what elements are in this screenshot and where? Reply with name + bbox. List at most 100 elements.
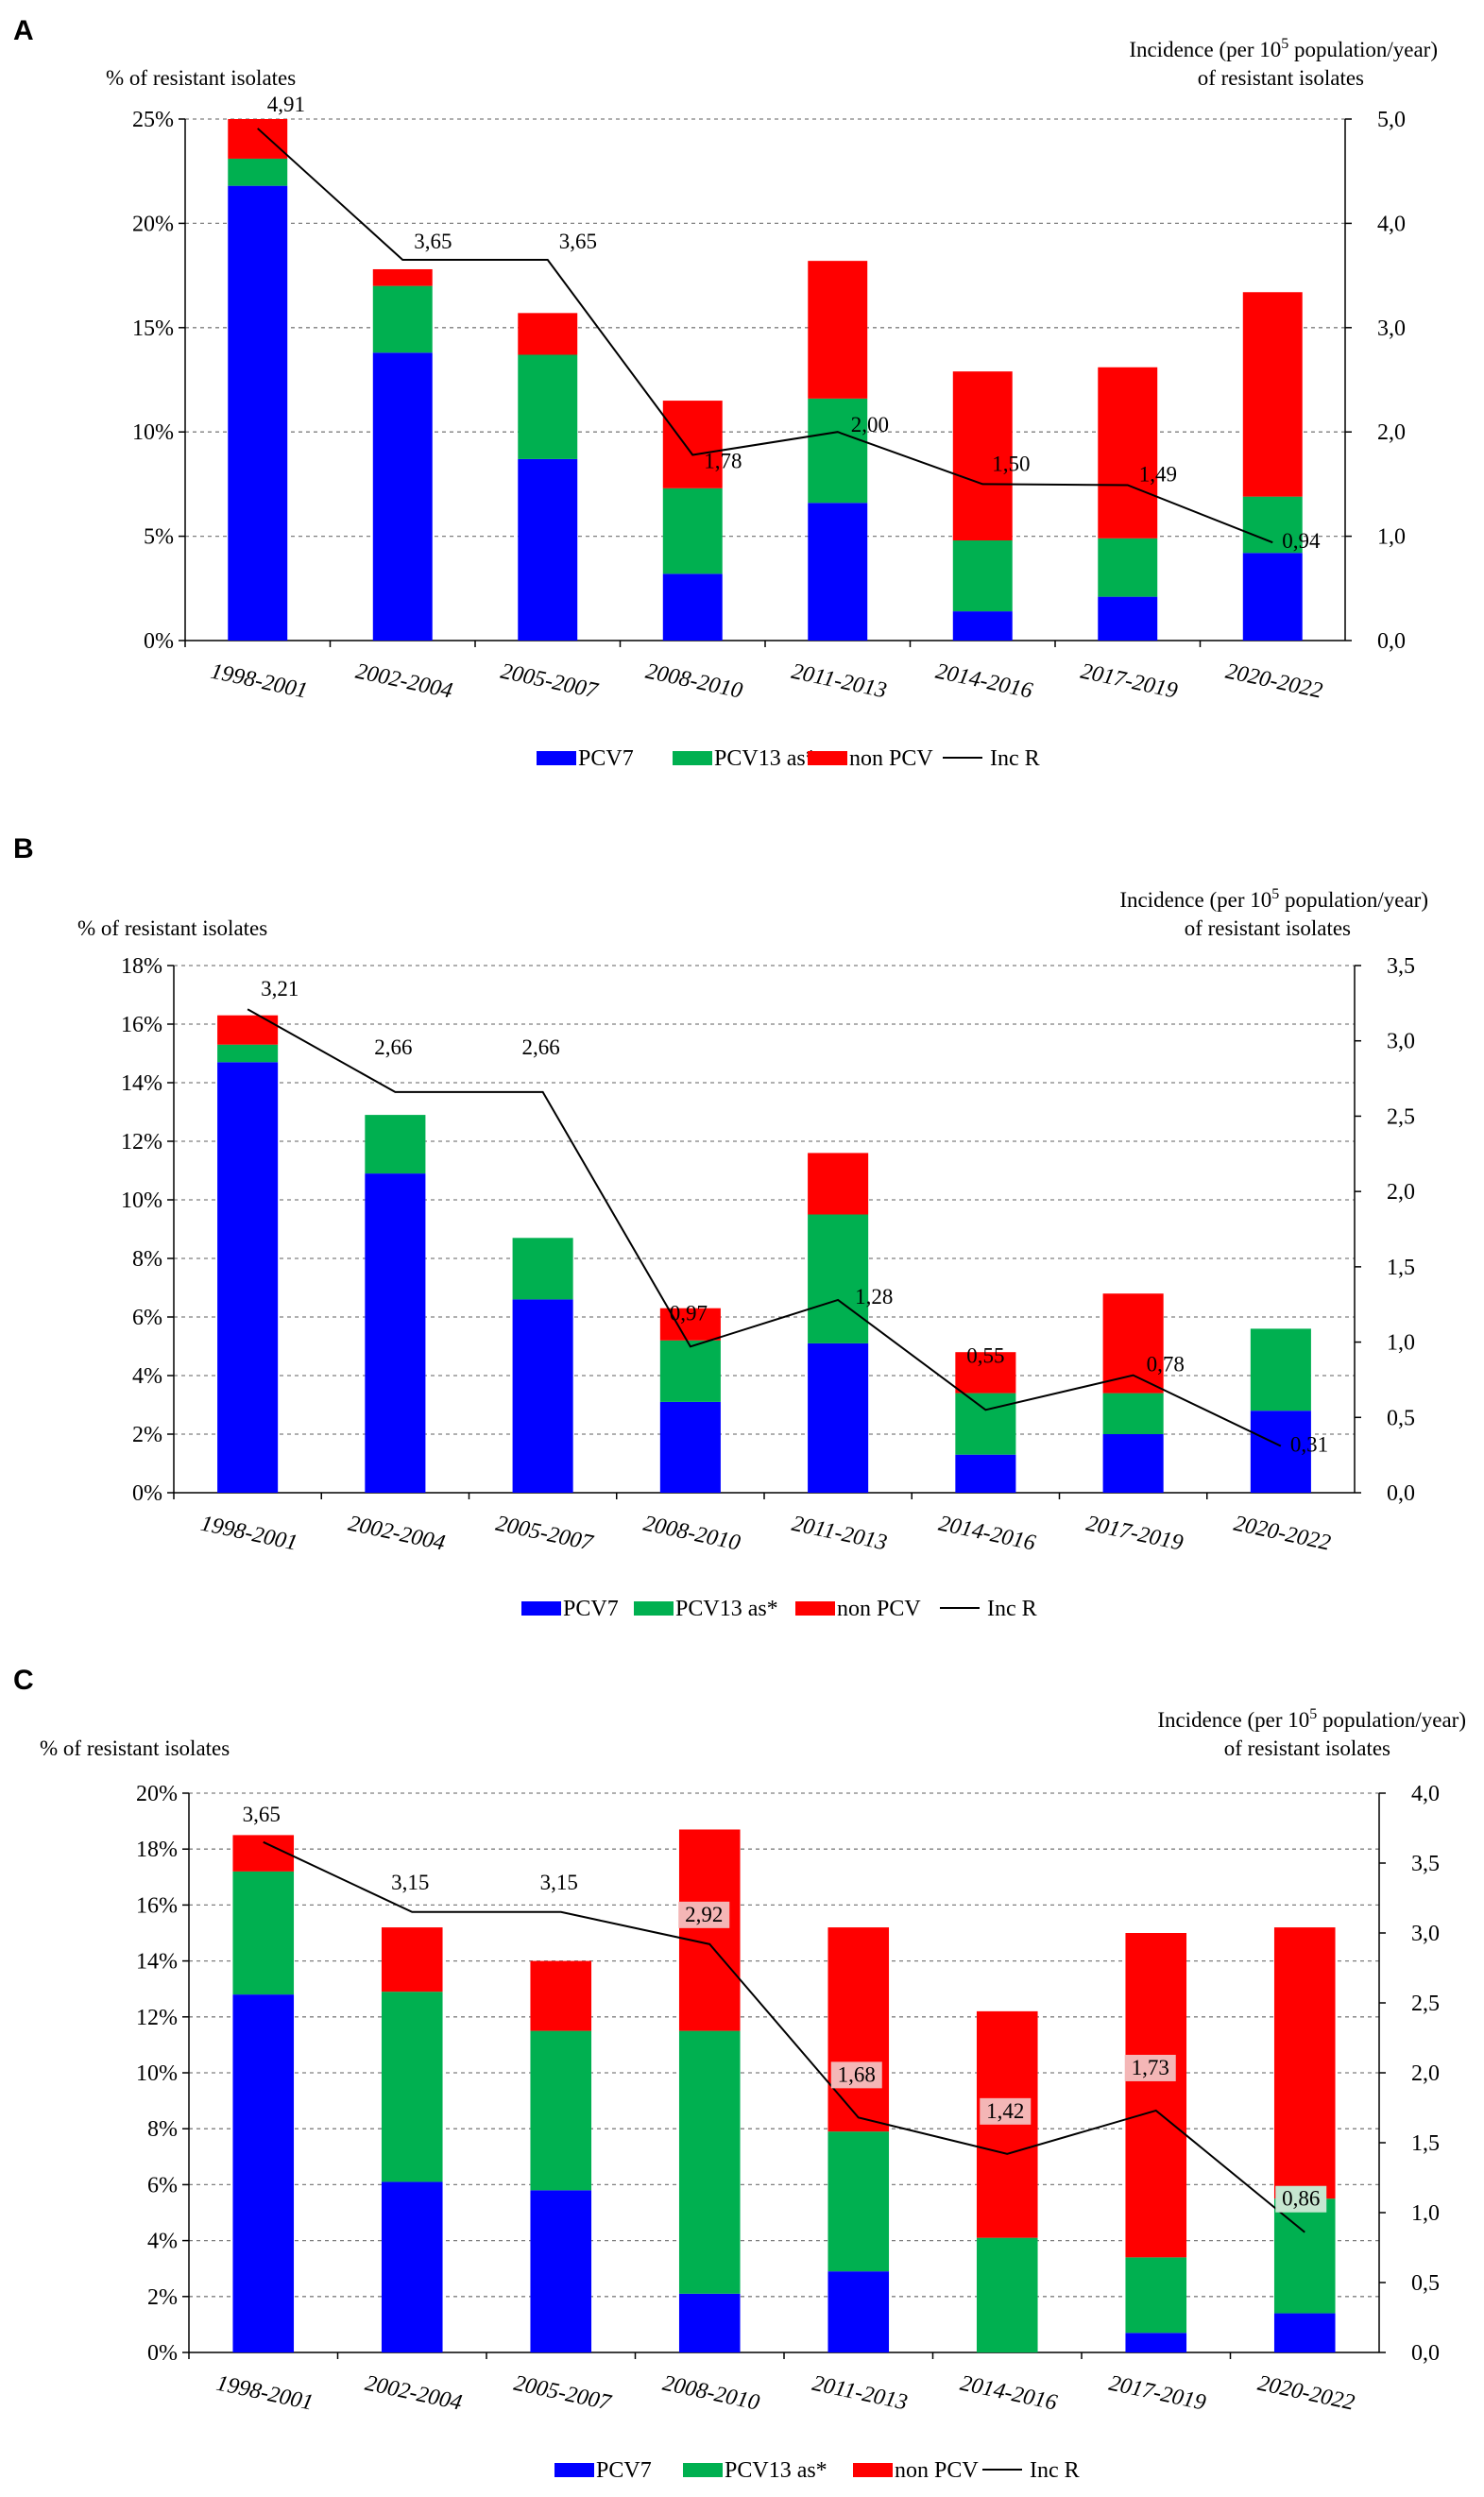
panel-a-bar-pcv7 [1242,553,1303,641]
panel-c-bar-pcv7 [381,2181,443,2352]
panel-b-bar-pcv7 [808,1343,869,1493]
panel-c-data-label: 3,15 [540,1871,578,1894]
panel-c-data-label: 2,92 [685,1903,723,1926]
panel-a-data-label: 4,91 [267,93,305,116]
panel-b-data-label: 2,66 [522,1035,560,1059]
panel-b-bar-pcv13 [217,1044,279,1063]
panel-b-ytick-left: 10% [121,1189,162,1213]
panel-c-bar-pcv13 [381,1992,443,2182]
panel-a-category-label: 2020-2022 [1223,659,1324,704]
panel-c-ytick-left: 10% [136,2061,178,2086]
panel-a-ylabel-right-line1: Incidence (per 105 population/year) [1129,36,1438,61]
panel-a-data-label: 0,94 [1282,529,1321,553]
panel-a-ytick-left: 25% [132,108,174,132]
panel-a-bar-nonpcv [372,268,433,286]
panel-b-bar-pcv13 [1250,1328,1311,1411]
panel-a-bar-pcv13 [662,487,723,574]
panel-c-bar-pcv7 [1273,2313,1336,2352]
panel-b-legend-label: non PCV [837,1597,921,1621]
panel-c-category-label: 2014-2016 [958,2371,1059,2416]
panel-a-legend-swatch-pcv7 [537,751,576,765]
panel-b-ytick-left: 16% [121,1013,162,1037]
panel-a-legend-swatch-pcv13 [673,751,712,765]
panel-b-legend-label: PCV13 as* [675,1597,778,1621]
panel-a-category-label: 1998-2001 [209,659,310,704]
panel-c-category-label: 2008-2010 [660,2371,761,2416]
panel-c-bar-nonpcv [232,1835,295,1872]
panel-c-bar-nonpcv [1273,1927,1336,2199]
panel-b-ytick-right: 3,5 [1387,954,1415,979]
panel-c-bar-nonpcv [381,1927,443,1992]
panel-c-ytick-right: 0,5 [1411,2271,1440,2296]
panel-a-bar-pcv7 [372,352,433,641]
panel-c-category-label: 1998-2001 [214,2371,316,2416]
panel-a-bar-pcv13 [372,285,433,353]
panel-a-bar-nonpcv [662,401,723,488]
panel-c-ytick-left: 6% [147,2173,178,2198]
panel-c-ytick-left: 8% [147,2117,178,2142]
panel-b-category-label: 1998-2001 [198,1512,299,1556]
panel-b-legend-label: PCV7 [563,1597,619,1621]
panel-c-ytick-left: 2% [147,2285,178,2310]
panel-c-bar-pcv13 [827,2131,890,2272]
panel-c-category-label: 2017-2019 [1107,2371,1208,2416]
panel-b-ytick-left: 12% [121,1130,162,1154]
panel-a-legend-label: Inc R [990,746,1040,771]
panel-c-legend-swatch-nonpcv [853,2463,893,2477]
panel-c-bar-nonpcv [678,1829,741,2031]
panel-b-data-label: 0,31 [1290,1433,1328,1457]
panel-b-data-label: 3,21 [261,977,299,1001]
panel-b-bar-pcv13 [955,1393,1016,1455]
panel-b-bar-pcv13 [808,1214,869,1343]
panel-a-ytick-left: 15% [132,316,174,341]
panel-a-data-label: 1,49 [1139,463,1177,487]
panel-a-bar-pcv7 [808,503,868,641]
panel-a-legend-label: PCV13 as* [714,746,817,771]
panel-a-bar-nonpcv [952,371,1013,541]
panel-c-data-label: 1,42 [986,2099,1024,2123]
panel-b-ytick-right: 2,5 [1387,1104,1415,1129]
panel-c-legend-label: PCV7 [596,2458,652,2483]
panel-b-category-label: 2020-2022 [1232,1512,1333,1556]
panel-b-bar-pcv13 [512,1238,573,1300]
panel-c-ytick-left: 12% [136,2006,178,2030]
panel-a-bar-nonpcv [228,119,288,159]
panel-c-ytick-right: 2,0 [1411,2061,1440,2086]
panel-c-legend-label: Inc R [1030,2458,1080,2483]
panel-c-bar-pcv13 [1273,2198,1336,2314]
panel-a-category-label: 2011-2013 [790,659,889,704]
panel-b-category-label: 2008-2010 [641,1512,742,1556]
panel-c-ytick-right: 1,0 [1411,2201,1440,2226]
panel-a-bar-pcv13 [808,398,868,504]
panel-a-ytick-right: 1,0 [1377,525,1406,550]
panel-b-category-label: 2017-2019 [1084,1512,1185,1556]
panel-c-ytick-right: 1,5 [1411,2131,1440,2156]
panel-a-bar-pcv7 [1098,596,1158,641]
panel-c-data-label: 1,68 [838,2062,876,2086]
panel-c-legend-swatch-pcv7 [554,2463,594,2477]
panel-c-bar-pcv7 [827,2271,890,2352]
panel-c-line-inc-r [263,1840,1305,2233]
panel-b-data-label: 1,28 [855,1285,893,1308]
panel-c-ylabel-right-line2: of resistant isolates [1224,1736,1390,1760]
panel-a-ytick-right: 4,0 [1377,212,1406,236]
panel-b-data-label: 0,55 [966,1343,1004,1367]
panel-a-bar-nonpcv [1098,367,1158,539]
panel-c-data-label: 3,15 [391,1871,429,1894]
panel-a-legend-swatch-nonpcv [808,751,847,765]
panel-b-legend-label: Inc R [987,1597,1037,1621]
panel-c-letter: C [13,1665,34,1696]
panel-c-category-label: 2020-2022 [1255,2371,1356,2416]
panel-a-ytick-right: 5,0 [1377,108,1406,132]
panel-a-letter: A [13,15,34,46]
panel-a-bar-pcv13 [1098,538,1158,597]
panel-c-ytick-left: 18% [136,1838,178,1862]
panel-b-category-label: 2002-2004 [346,1512,447,1556]
panel-c-category-label: 2002-2004 [363,2371,464,2416]
panel-a-ylabel-right-line2: of resistant isolates [1198,66,1364,90]
panel-b-bar-pcv7 [512,1299,573,1493]
panel-c-category-label: 2011-2013 [810,2371,910,2416]
panel-a-ytick-right: 3,0 [1377,316,1406,341]
panel-b-ytick-left: 2% [132,1423,162,1447]
